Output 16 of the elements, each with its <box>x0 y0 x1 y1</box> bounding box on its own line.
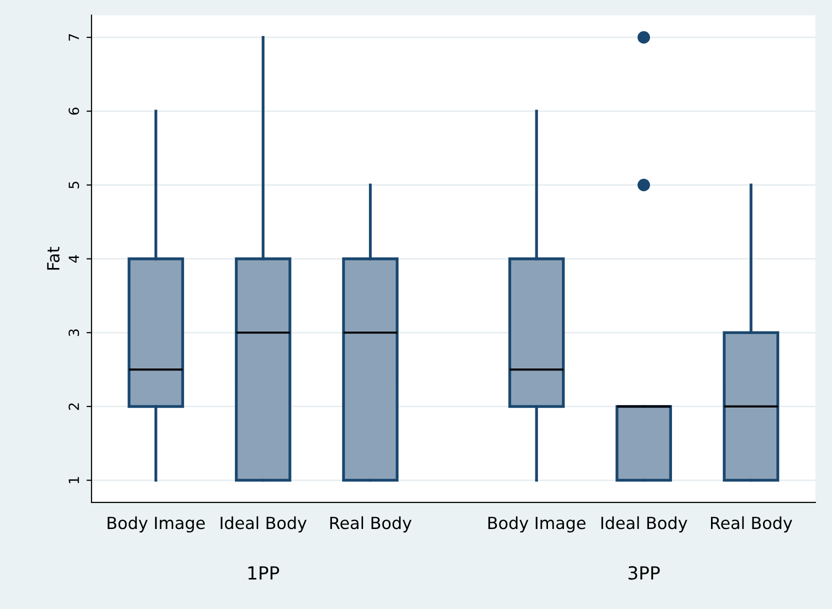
y-tick-label: 4 <box>68 255 79 263</box>
x-tick-label: Ideal Body <box>220 516 307 532</box>
y-tick-label: 1 <box>68 477 79 484</box>
x-tick-label: Body Image <box>108 516 205 532</box>
x-tick-label: Ideal Body <box>601 516 688 532</box>
y-tick-label: 6 <box>68 108 80 115</box>
y-tick-label: 5 <box>68 182 80 188</box>
y-tick-label: 3 <box>68 329 80 336</box>
text: 3PP <box>628 566 660 580</box>
y-tick-label: 2 <box>68 403 79 410</box>
x-tick-label: Real Body <box>330 516 412 532</box>
x-tick-label: Real Body <box>711 516 792 532</box>
y-tick-label: 7 <box>68 34 79 41</box>
y-axis-title: Fat <box>47 246 60 270</box>
x-tick-label: Body Image <box>488 516 586 532</box>
text: 1PP <box>248 566 280 580</box>
